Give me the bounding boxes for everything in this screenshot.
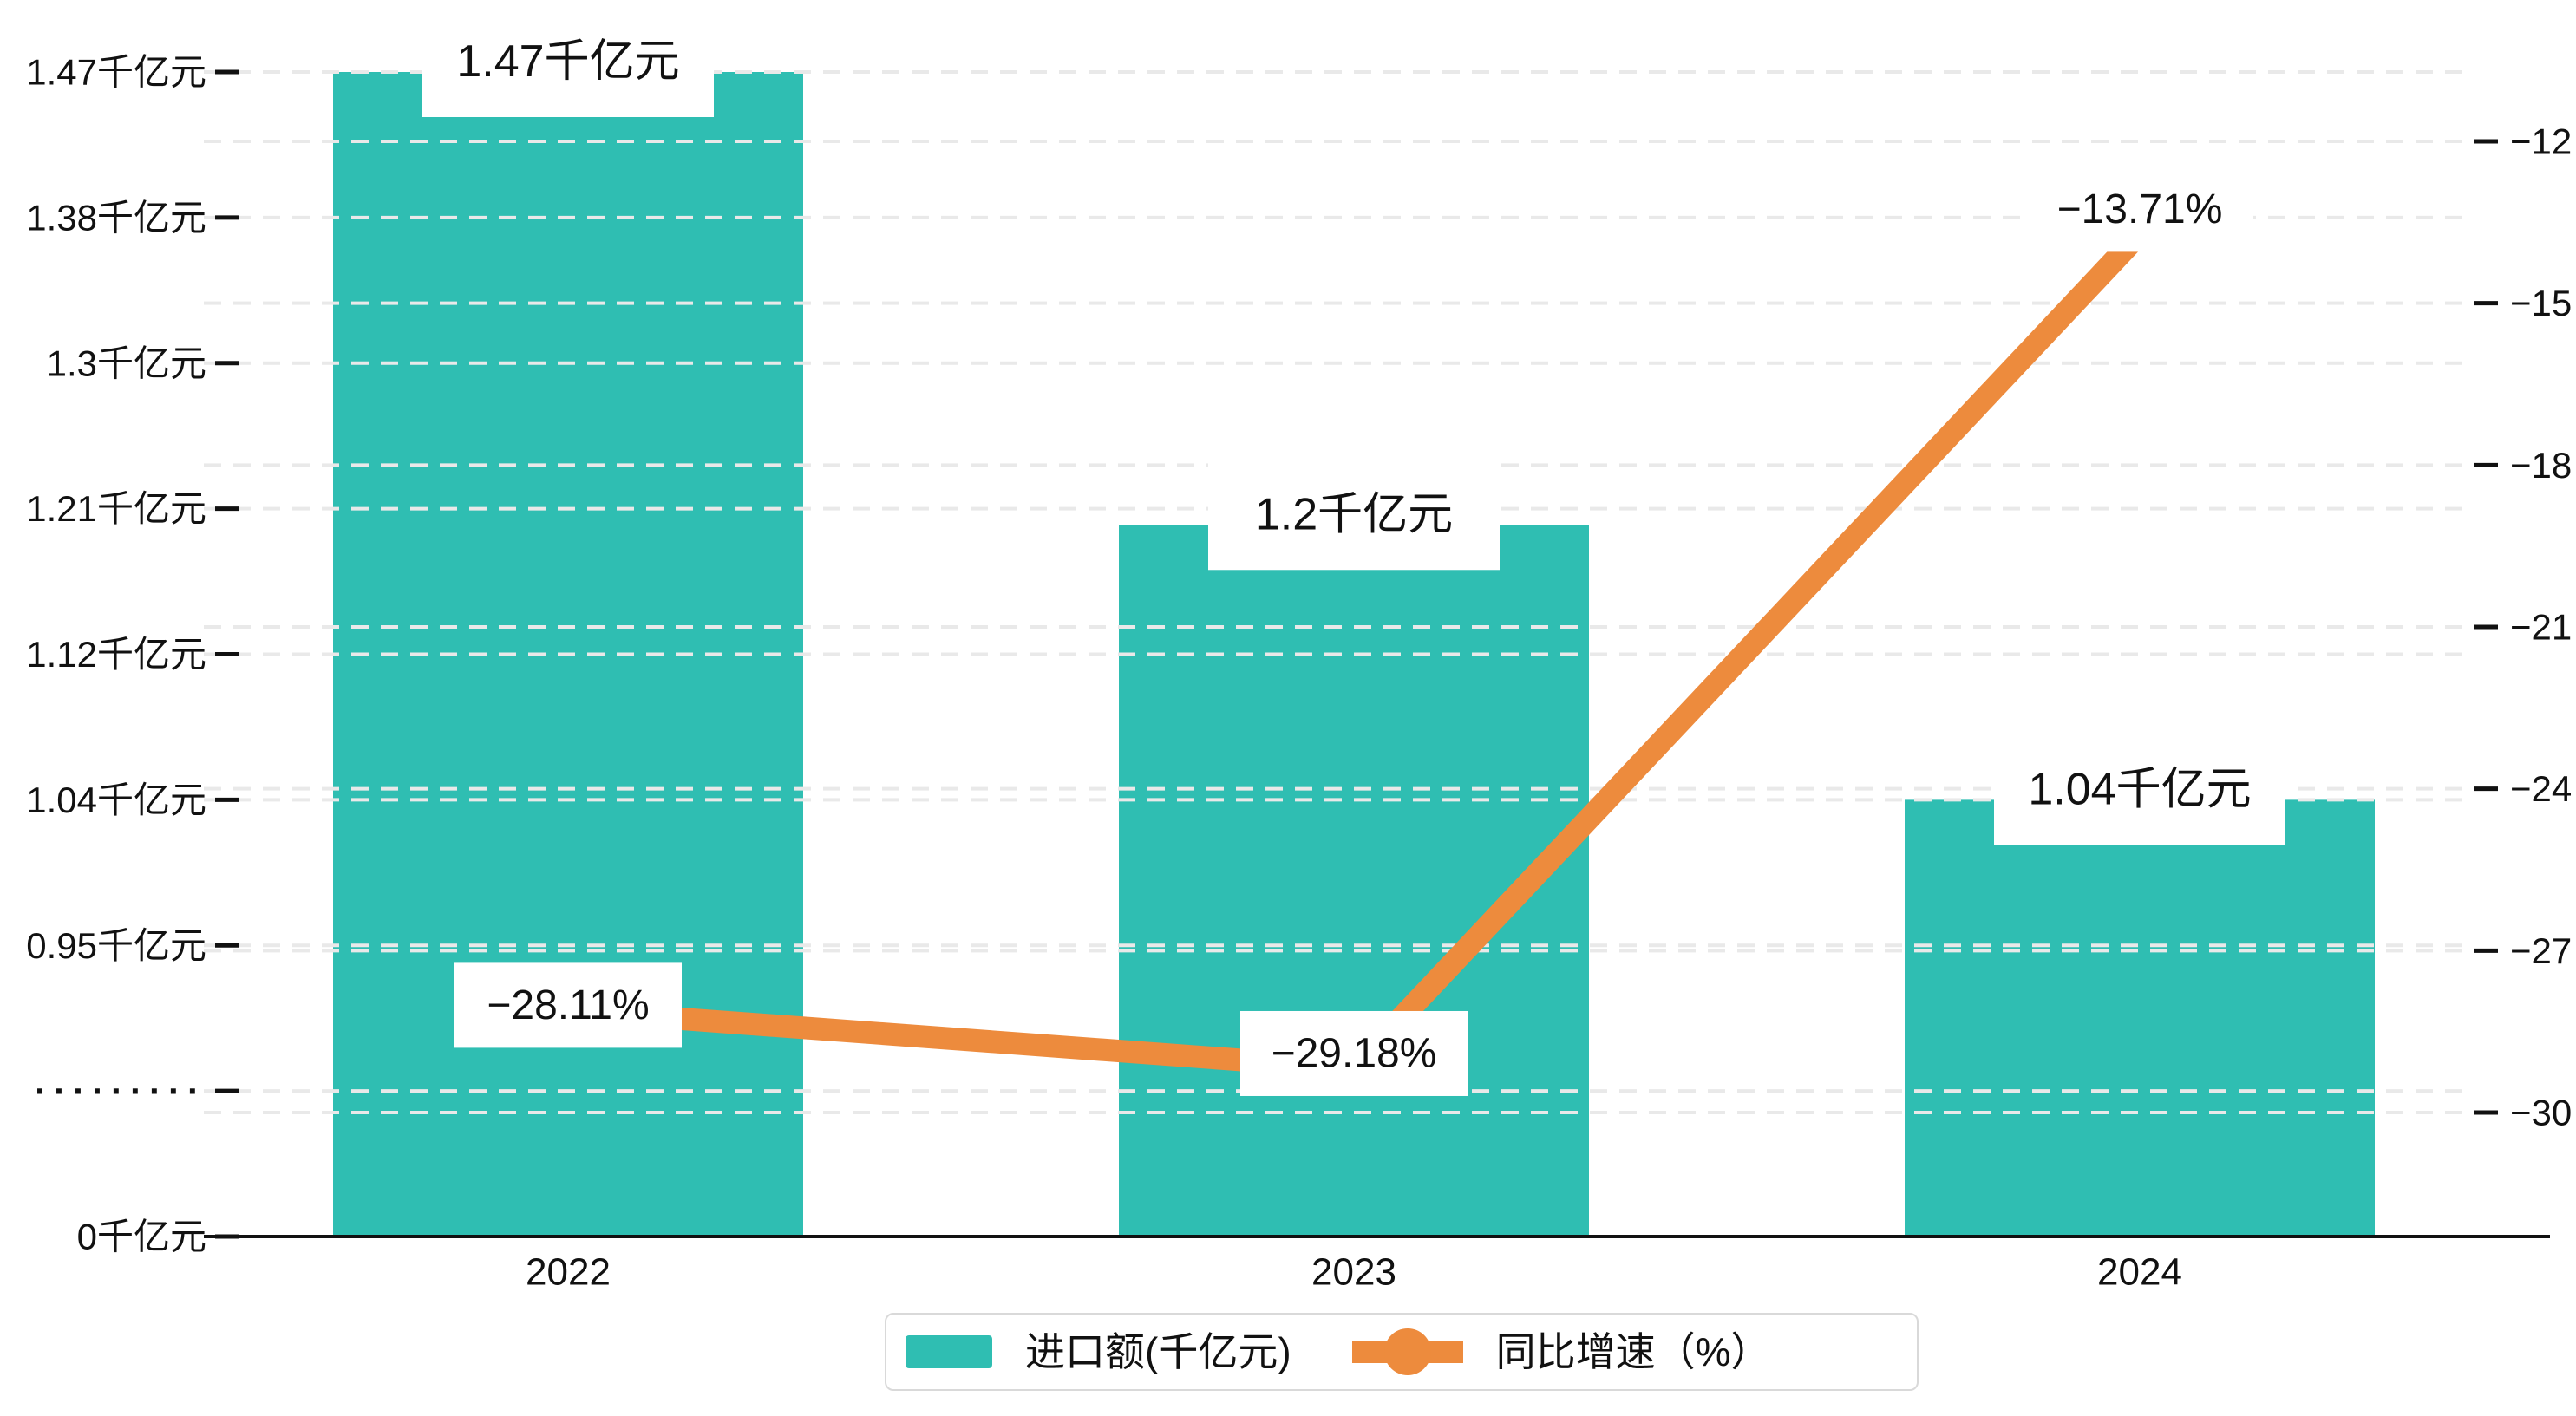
left-axis-label: 1.3千亿元 [47, 343, 206, 383]
right-axis-label: −27 [2510, 930, 2572, 971]
line-series-marker-icon [1351, 1328, 1463, 1375]
left-axis-label: 0千亿元 [77, 1217, 206, 1257]
right-axis-label: −24 [2510, 768, 2572, 809]
line-value-label: −13.71% [2057, 186, 2223, 232]
right-axis-label: −15 [2510, 283, 2572, 323]
right-axis-label: −30 [2510, 1093, 2572, 1133]
x-axis-label-2024: 2024 [2097, 1251, 2182, 1294]
left-axis-label: 1.38千亿元 [26, 197, 206, 238]
left-axis-label: 1.04千亿元 [26, 780, 206, 820]
right-axis-label: −21 [2510, 607, 2572, 648]
x-axis-label-2023: 2023 [1311, 1251, 1396, 1294]
bar-2024[interactable] [1905, 799, 2375, 1237]
left-axis-label: 1.47千亿元 [26, 52, 206, 93]
legend-item-import-amount[interactable]: 进口额(千亿元) [906, 1315, 1291, 1389]
left-axis-label: ········· [35, 1071, 206, 1112]
line-value-label: −29.18% [1272, 1030, 1437, 1076]
x-axis-label-2022: 2022 [526, 1251, 611, 1294]
bar-value-label: 1.2千亿元 [1255, 489, 1453, 539]
bar-value-label-box [422, 10, 714, 117]
bar-value-label: 1.04千亿元 [2028, 764, 2251, 814]
bar-series-swatch-icon [906, 1335, 992, 1368]
legend-bar-label: 进口额(千亿元) [1025, 1329, 1291, 1374]
bar-value-label-box [1994, 737, 2285, 845]
right-axis-label: −12 [2510, 121, 2572, 162]
left-axis-label: 0.95千亿元 [26, 925, 206, 966]
left-axis-label: 1.21千亿元 [26, 488, 206, 529]
line-value-label: −28.11% [487, 982, 649, 1028]
legend-line-label: 同比增速（%） [1495, 1329, 1771, 1374]
line-value-label-box [2026, 166, 2253, 252]
right-axis-label: −18 [2510, 445, 2572, 486]
legend: 进口额(千亿元) 同比增速（%） [885, 1313, 1919, 1391]
line-value-label-box [1240, 1010, 1468, 1096]
legend-item-growth-rate[interactable]: 同比增速（%） [1351, 1315, 1771, 1389]
line-value-label-box [454, 962, 682, 1048]
bar-value-label-box [1208, 462, 1500, 571]
bar-2023[interactable] [1119, 525, 1589, 1237]
bar-value-label: 1.47千亿元 [456, 36, 679, 87]
left-axis-label: 1.12千亿元 [26, 634, 206, 675]
